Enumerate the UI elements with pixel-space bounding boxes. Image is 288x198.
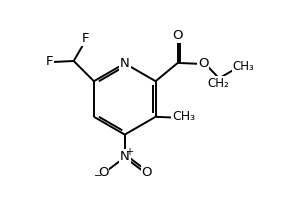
Text: CH₃: CH₃ [232, 60, 254, 73]
Text: N: N [120, 57, 130, 70]
Text: O: O [198, 57, 209, 70]
Text: O: O [173, 30, 183, 43]
Text: F: F [82, 32, 90, 45]
Text: N: N [120, 150, 130, 163]
Text: O: O [141, 166, 152, 179]
Text: +: + [125, 148, 133, 157]
Text: O: O [98, 166, 108, 179]
Text: CH₃: CH₃ [172, 110, 195, 123]
Text: F: F [46, 55, 53, 69]
Text: CH₂: CH₂ [208, 77, 230, 90]
Text: −: − [94, 171, 103, 181]
